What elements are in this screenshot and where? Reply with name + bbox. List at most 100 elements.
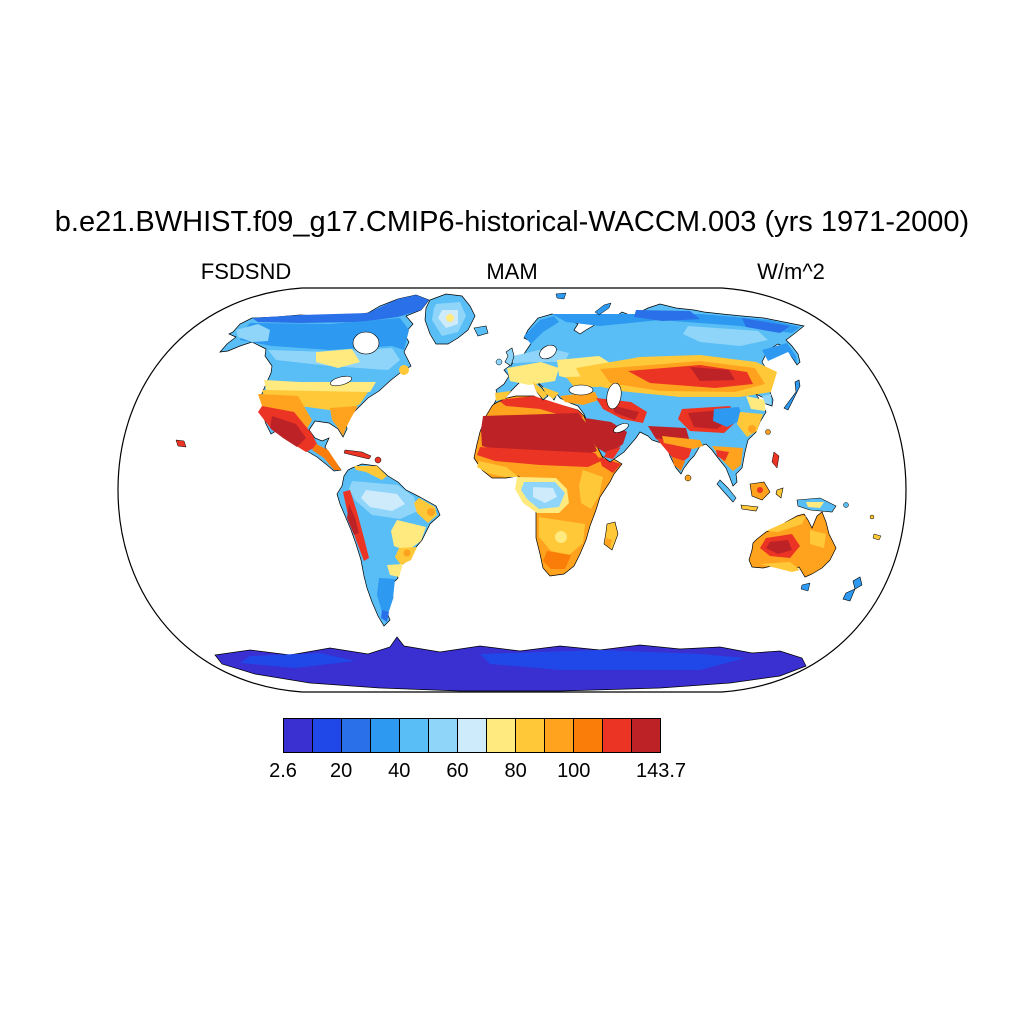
- colorbar-ticks: 2.6 20 40 60 80 100 143.7: [269, 760, 686, 786]
- west-antarctica-zone: [240, 653, 355, 668]
- iberia-zone: [495, 391, 511, 401]
- colorbar-cell: [371, 719, 400, 752]
- maritime-continent: [716, 479, 882, 541]
- colorbar: [283, 718, 661, 753]
- greenland: [424, 293, 489, 345]
- iran-darkred-core: [611, 405, 639, 420]
- colorbar-cell: [284, 719, 313, 752]
- svalbard: [555, 292, 567, 300]
- central-europe-zone: [507, 362, 559, 385]
- philippines: [771, 451, 780, 469]
- south-africa-orange-zone: [543, 551, 571, 569]
- figure-title: b.e21.BWHIST.f09_g17.CMIP6-historical-WA…: [54, 206, 970, 238]
- persian-gulf: [613, 423, 629, 433]
- colorbar-cell: [545, 719, 574, 752]
- new-zealand-north: [852, 576, 863, 590]
- colorbar-cell: [487, 719, 516, 752]
- new-caledonia: [872, 533, 882, 541]
- south-arabia-zone: [604, 447, 621, 459]
- sahel-zone: [477, 447, 601, 467]
- korea-zone: [762, 394, 771, 405]
- ganges-zone: [662, 436, 703, 449]
- colorbar-cell: [632, 719, 660, 752]
- colorbar-cell: [400, 719, 429, 752]
- novaya-zemlya: [594, 302, 612, 316]
- prairie-pale-yellow-zone: [316, 349, 360, 368]
- borneo-red-spot: [757, 487, 763, 493]
- mexico-darkred-core: [270, 416, 306, 447]
- indochina-red-spot: [716, 450, 729, 461]
- units-label: W/m^2: [757, 259, 825, 284]
- ne-brazil-spot: [427, 508, 435, 516]
- new-zealand-south: [842, 588, 856, 602]
- antarctica: [214, 636, 807, 692]
- south-america: [336, 463, 441, 627]
- sichuan-blue-patch: [713, 407, 743, 427]
- congo-core: [533, 487, 557, 503]
- africa: [473, 395, 623, 577]
- hawaii: [175, 439, 187, 448]
- southeast-us-zone: [330, 406, 358, 436]
- tasmania: [800, 582, 811, 592]
- east-africa-zone: [579, 470, 603, 509]
- yakutia-zone: [683, 326, 768, 346]
- greenland-center-spot: [446, 314, 454, 322]
- sahara-darkred-zone: [481, 413, 597, 457]
- east-china-zone: [746, 396, 765, 411]
- northern-us-zone: [264, 380, 376, 392]
- norway-zone: [524, 316, 559, 344]
- newfoundland-zone: [399, 365, 409, 375]
- hispaniola: [374, 456, 382, 464]
- season-label: MAM: [486, 259, 538, 284]
- south-india-zone: [672, 457, 685, 471]
- colorbar-cell: [458, 719, 487, 752]
- colorbar-cell: [313, 719, 342, 752]
- sulawesi: [775, 487, 784, 499]
- land-layer: [175, 292, 882, 692]
- central-us-zone: [262, 390, 368, 412]
- west-africa-coast-zone: [477, 461, 519, 477]
- sumatra: [716, 479, 737, 503]
- colorbar-tick-label: 143.7: [635, 760, 687, 782]
- ne-brazil-zone: [414, 498, 437, 523]
- colorbar-cell: [429, 719, 458, 752]
- iceland: [473, 325, 489, 337]
- pampas-zone: [387, 564, 403, 577]
- cuba: [343, 449, 372, 460]
- central-brazil-zone: [391, 520, 426, 551]
- tierra-del-fuego-zone: [381, 610, 389, 622]
- venezuela-coast-zone: [354, 466, 387, 480]
- sri-lanka: [684, 474, 692, 482]
- amazon-core: [361, 490, 405, 511]
- gobi-darkred-spot: [690, 367, 735, 381]
- eurasia: [493, 292, 805, 487]
- ireland: [495, 358, 503, 366]
- colorbar-tick-label: 40: [388, 760, 411, 782]
- great-lakes: [330, 375, 352, 387]
- arctic-canada-zone: [252, 295, 429, 323]
- se-china-zone: [737, 412, 763, 437]
- colorbar-cell: [342, 719, 371, 752]
- siberia-arctic-band: [552, 314, 800, 333]
- vanuatu: [869, 514, 875, 520]
- chukotka-cold-patch: [742, 318, 790, 333]
- colorbar-cell: [603, 719, 632, 752]
- south-brazil-spot: [403, 549, 411, 557]
- queensland-zone: [810, 530, 826, 548]
- colorbar-tick-label: 100: [557, 760, 591, 782]
- java: [740, 504, 759, 512]
- taiwan: [765, 429, 771, 435]
- colorbar-tick-label: 20: [330, 760, 353, 782]
- taymyr-cold-patch: [634, 310, 700, 321]
- north-africa-coast-zone: [498, 396, 583, 419]
- australia-north-rim: [766, 516, 806, 532]
- madagascar-south-zone: [605, 538, 612, 548]
- solomon-islands: [843, 502, 849, 508]
- map-projection-boundary: [117, 287, 907, 693]
- horn-of-africa-zone: [599, 457, 621, 473]
- andes-darkred-segment: [347, 504, 359, 535]
- australia: [748, 511, 863, 602]
- caspian-sea: [606, 382, 622, 410]
- turkey-zone: [560, 392, 599, 405]
